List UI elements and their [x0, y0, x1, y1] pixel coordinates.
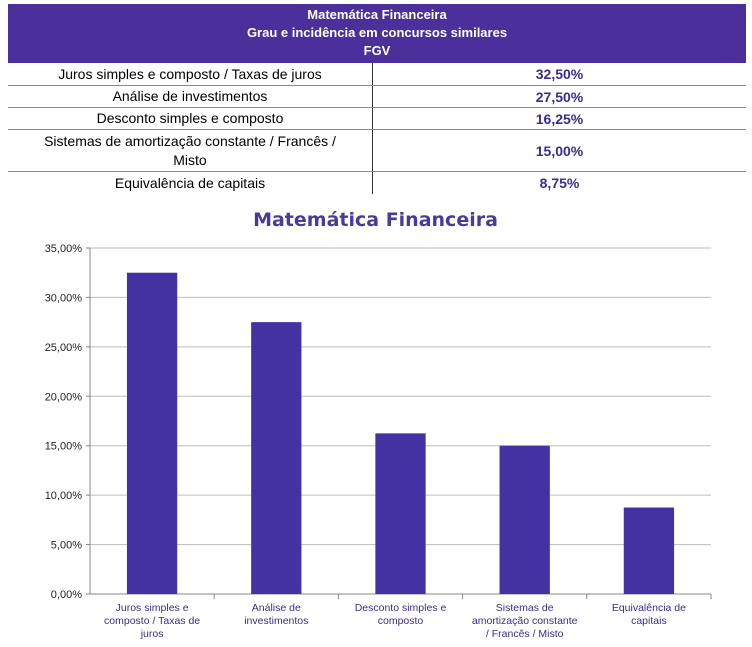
topics-grid: Juros simples e composto / Taxas de juro…	[8, 63, 746, 194]
x-category-label: Juros simples e	[116, 602, 189, 614]
y-tick-label: 20,00%	[45, 391, 83, 403]
bar	[623, 507, 675, 594]
chart-title: Matemática Financeira	[253, 209, 498, 231]
y-tick-label: 10,00%	[45, 490, 83, 502]
value-cell: 8,75%	[539, 175, 580, 191]
x-category-label: Desconto simples e	[355, 602, 447, 614]
bar	[126, 272, 178, 594]
x-category-label: Sistemas de	[496, 602, 554, 614]
topic-cell-line: Sistemas de amortização constante / Fran…	[44, 132, 336, 149]
x-category-label: Análise de	[252, 602, 301, 614]
topic-cell: Desconto simples e composto	[8, 107, 373, 130]
y-tick-label: 15,00%	[45, 441, 83, 453]
x-category-label: Equivalência de	[612, 602, 686, 614]
value-cell: 16,25%	[372, 107, 746, 130]
value-cell: 27,50%	[372, 85, 746, 108]
x-category-label: capitais	[631, 615, 667, 627]
table-row: Desconto simples e composto 16,25%	[8, 107, 746, 130]
value-cell: 15,00%	[372, 129, 746, 172]
x-category-label: / Francês / Misto	[486, 628, 564, 640]
topic-cell: Análise de investimentos	[8, 85, 373, 108]
x-category-label: composto	[378, 615, 424, 627]
table-row: Análise de investimentos 27,50%	[8, 85, 746, 108]
bar-chart: Matemática Financeira 0,00% 5,00% 10,00% 15,…	[45, 209, 712, 640]
x-category-label: composto / Taxas de	[104, 615, 200, 627]
topic-cell: Sistemas de amortização constante / Fran…	[8, 129, 373, 172]
y-tick-label: 25,00%	[45, 342, 83, 354]
x-category-label: amortização constante	[472, 615, 578, 627]
topics-table: Matemática Financeira Grau e incidência …	[8, 4, 746, 194]
x-category-label: investimentos	[244, 615, 308, 627]
bar	[251, 322, 302, 594]
topic-cell-line: Misto	[173, 151, 207, 168]
bar	[499, 445, 550, 594]
table-header-subtitle: Grau e incidência em concursos similares	[246, 25, 508, 40]
table-row: Sistemas de amortização constante / Fran…	[8, 129, 746, 172]
y-tick-label: 35,00%	[45, 243, 83, 255]
table-header-title: Matemática Financeira	[307, 7, 447, 22]
value-cell: 32,50%	[372, 63, 746, 86]
topic-cell: Juros simples e composto / Taxas de juro…	[8, 63, 373, 86]
topic-cell: Equivalência de capitais	[8, 171, 373, 194]
table-row: Juros simples e composto / Taxas de juro…	[8, 63, 746, 86]
y-tick-label: 0,00%	[51, 589, 82, 601]
table-header-board: FGV	[363, 43, 391, 58]
table-row: Equivalência de capitais 8,75%	[8, 171, 746, 194]
table-header: Matemática Financeira Grau e incidência …	[8, 4, 746, 63]
y-tick-label: 30,00%	[45, 292, 83, 304]
y-tick-label: 5,00%	[51, 540, 82, 552]
bar	[375, 433, 426, 594]
x-category-label: juros	[140, 628, 164, 640]
